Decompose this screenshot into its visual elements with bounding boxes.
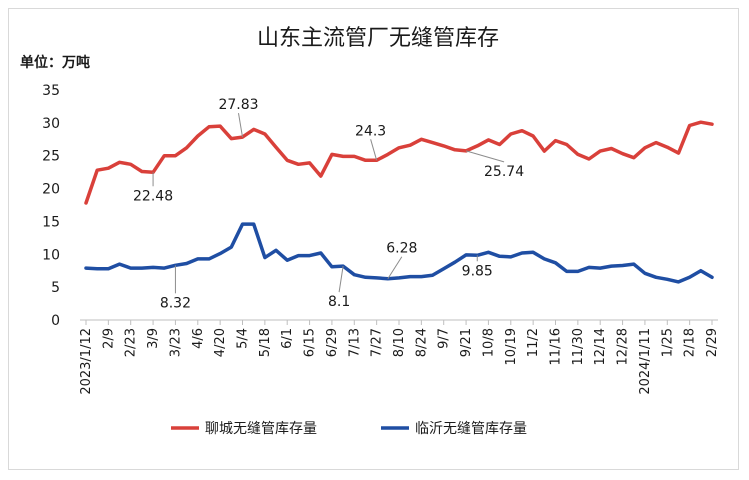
x-tick-label: 7/27 [370, 328, 385, 357]
x-tick-label: 5/4 [236, 328, 251, 349]
x-tick-label: 5/18 [258, 328, 273, 357]
x-tick-label: 2/18 [683, 328, 698, 357]
x-tick-label: 6/1 [280, 328, 295, 349]
data-label: 27.83 [218, 97, 258, 113]
x-tick-label: 6/15 [303, 328, 318, 357]
y-tick-label: 30 [42, 116, 60, 132]
data-label: 9.85 [462, 263, 493, 279]
data-label-leader [370, 139, 378, 161]
x-tick-label: 2024/1/11 [638, 328, 653, 395]
annotation-layer: 22.48 27.83 24.3 25.74 8.32 8.1 6.28 9.85 [133, 97, 524, 311]
y-tick-label: 10 [42, 247, 60, 263]
x-tick-label: 11/2 [526, 328, 541, 357]
data-label-leader [465, 150, 505, 163]
x-tick-label: 3/9 [146, 328, 161, 349]
series-line-2 [84, 222, 714, 284]
y-axis: 0 5 10 15 20 25 30 35 [42, 83, 60, 329]
x-tick-label: 11/30 [571, 328, 586, 365]
x-tick-label: 8/24 [414, 328, 429, 357]
legend-label-2: 临沂无缝管库存量 [415, 421, 527, 437]
x-tick-label: 10/19 [504, 328, 519, 365]
x-tick-label: 1/25 [660, 328, 675, 357]
x-tick-label: 7/13 [347, 328, 362, 357]
x-tick-label: 9/7 [437, 328, 452, 349]
x-tick-label: 4/20 [213, 328, 228, 357]
x-tick-label: 2/29 [705, 328, 720, 357]
x-tick-label: 10/8 [481, 328, 496, 357]
y-tick-label: 35 [42, 83, 60, 99]
x-tick-label: 6/29 [325, 328, 340, 357]
y-tick-label: 15 [42, 214, 60, 230]
data-label: 8.1 [328, 294, 350, 310]
x-tick-label: 11/16 [549, 328, 564, 365]
data-label-leader [338, 266, 344, 293]
y-tick-label: 25 [42, 149, 60, 165]
x-tick-label: 2023/1/12 [79, 328, 94, 395]
data-label: 22.48 [133, 188, 173, 204]
chart-frame [8, 8, 739, 470]
x-tick-label: 2/9 [101, 328, 116, 349]
legend-label-1: 聊城无缝管库存量 [205, 421, 317, 437]
x-tick-label: 12/28 [616, 328, 631, 365]
data-label: 6.28 [386, 241, 417, 257]
x-tick-label: 2/23 [124, 328, 139, 357]
data-label-leader [387, 256, 403, 279]
x-tick-label: 9/21 [459, 328, 474, 357]
x-tick-label: 8/10 [392, 328, 407, 357]
legend: 聊城无缝管库存量 临沂无缝管库存量 [171, 421, 527, 437]
x-tick-label: 3/23 [168, 328, 183, 357]
x-tick-label: 4/6 [191, 328, 206, 349]
y-tick-label: 0 [51, 313, 60, 329]
data-label: 25.74 [484, 164, 524, 180]
series-line-1 [84, 120, 714, 205]
y-tick-label: 20 [42, 182, 60, 198]
chart-title: 山东主流管厂无缝管库存 [257, 26, 499, 51]
series-layer [84, 120, 714, 284]
data-label-leader [238, 113, 243, 138]
data-label: 8.32 [160, 295, 191, 311]
x-axis: 2023/1/12 2/9 2/23 3/9 3/23 4/6 4/20 5/4 5/18 6/1… [79, 319, 720, 395]
x-tick-label: 12/14 [593, 328, 608, 365]
unit-label: 单位：万吨 [20, 54, 90, 71]
data-label: 24.3 [355, 123, 386, 139]
y-tick-label: 5 [51, 280, 60, 296]
